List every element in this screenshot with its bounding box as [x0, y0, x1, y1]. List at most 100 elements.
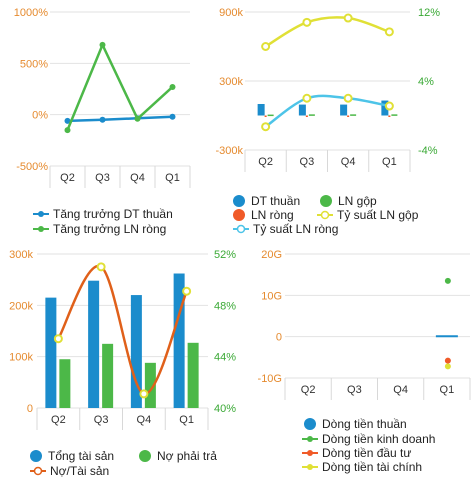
legend-label: Tăng trưởng DT thuần — [53, 207, 173, 221]
data-point — [343, 13, 353, 23]
y-tick-label: 900k — [219, 7, 243, 19]
y2-tick-label: 4% — [418, 76, 434, 88]
legend-label: Dòng tiền thuần — [322, 417, 407, 431]
bar — [102, 343, 114, 408]
bar — [267, 114, 274, 117]
legend-marker — [236, 224, 246, 234]
x-tick-label: Q2 — [51, 414, 66, 426]
bar — [45, 297, 57, 408]
y-tick-label: 0 — [27, 403, 33, 415]
bar — [130, 295, 142, 408]
x-tick-label: Q3 — [300, 156, 315, 168]
y2-tick-label: 12% — [418, 7, 440, 19]
legend-dot-swatch — [30, 450, 42, 462]
bar — [173, 273, 185, 408]
data-point — [302, 93, 312, 103]
bar — [340, 104, 348, 116]
legend-marker — [320, 210, 330, 220]
data-point — [134, 115, 141, 122]
x-tick-label: Q3 — [95, 172, 110, 184]
x-tick-label: Q3 — [347, 384, 362, 396]
bar — [305, 115, 308, 117]
data-point — [302, 17, 312, 27]
y2-tick-label: 48% — [214, 300, 236, 312]
data-point — [99, 41, 106, 48]
legend-label: Nợ phải trả — [157, 449, 217, 463]
x-tick-label: Q4 — [341, 156, 356, 168]
series-line — [57, 264, 188, 396]
x-tick-label: Q1 — [382, 156, 397, 168]
legend-dot-swatch — [304, 418, 316, 430]
balance-chart: 300k 200k 100k 0 52% 48% 44% 40% Q2 Q3 Q4 Q1 Tổng tà… — [9, 249, 236, 478]
data-point — [53, 334, 63, 344]
legend-marker — [38, 211, 44, 217]
y-tick-label: 20G — [261, 249, 282, 261]
data-point — [261, 42, 271, 51]
legend-label: Tổng tài sản — [48, 449, 114, 463]
x-tick-label: Q1 — [179, 414, 194, 426]
x-tick-label: Q2 — [60, 172, 75, 184]
legend-label: Tỷ suất LN gộp — [337, 208, 419, 222]
data-point — [384, 101, 394, 111]
bar — [298, 104, 306, 116]
legend-label: Dòng tiền kinh doanh — [322, 432, 435, 446]
y-tick-label: 300k — [9, 249, 33, 261]
bar — [388, 115, 391, 117]
bar — [187, 342, 199, 408]
legend-label: Tỷ suất LN ròng — [253, 222, 338, 236]
legend-label: Dòng tiền đầu tư — [322, 446, 411, 460]
y2-tick-label: 40% — [214, 403, 236, 415]
data-point — [169, 83, 176, 90]
bar — [435, 335, 458, 338]
growth-chart: 1000% 500% 0% -500% Q2 Q3 Q4 Q1 Tăng trưởng DT t… — [14, 7, 191, 236]
y-tick-label: 500% — [20, 58, 48, 70]
series-line — [264, 94, 390, 128]
y-tick-label: 1000% — [14, 7, 48, 19]
data-point — [99, 116, 106, 123]
x-tick-label: Q4 — [393, 384, 408, 396]
y-tick-label: -300k — [215, 145, 243, 157]
legend-label: LN ròng — [251, 208, 294, 222]
legend-label: Dòng tiền tài chính — [322, 460, 422, 474]
y2-tick-label: 52% — [214, 249, 236, 261]
legend-marker — [307, 464, 313, 470]
legend-dot-swatch — [233, 195, 245, 207]
legend-marker — [33, 466, 43, 476]
legend-marker — [307, 450, 313, 456]
legend-dot-swatch — [139, 450, 151, 462]
y-tick-label: 0 — [276, 332, 282, 344]
bar — [350, 114, 357, 116]
x-tick-label: Q1 — [440, 384, 455, 396]
y2-tick-label: -4% — [418, 145, 438, 157]
data-point — [182, 286, 192, 296]
x-tick-label: Q1 — [165, 172, 180, 184]
series-line — [66, 41, 174, 131]
data-point — [261, 122, 271, 132]
data-point — [444, 357, 451, 364]
series-line — [67, 115, 173, 123]
y-tick-label: 300k — [219, 76, 243, 88]
y-tick-label: -500% — [16, 161, 48, 173]
data-point — [169, 113, 176, 120]
x-tick-label: Q4 — [137, 414, 152, 426]
y2-tick-label: 44% — [214, 352, 236, 364]
bar — [264, 115, 267, 117]
data-point — [444, 363, 451, 370]
bar — [381, 100, 389, 116]
data-point — [139, 389, 149, 399]
y-tick-label: 0% — [32, 110, 48, 122]
data-point — [64, 127, 71, 134]
legend-label: DT thuần — [251, 194, 300, 208]
data-point — [64, 117, 71, 124]
data-point — [96, 262, 106, 272]
legend-label: Nợ/Tài sản — [50, 464, 109, 478]
legend-marker — [38, 226, 44, 232]
legend-dot-swatch — [320, 195, 332, 207]
y-tick-label: 100k — [9, 352, 33, 364]
legend-label: LN gộp — [338, 194, 377, 208]
y-tick-label: -10G — [258, 373, 282, 385]
bar — [144, 362, 156, 408]
